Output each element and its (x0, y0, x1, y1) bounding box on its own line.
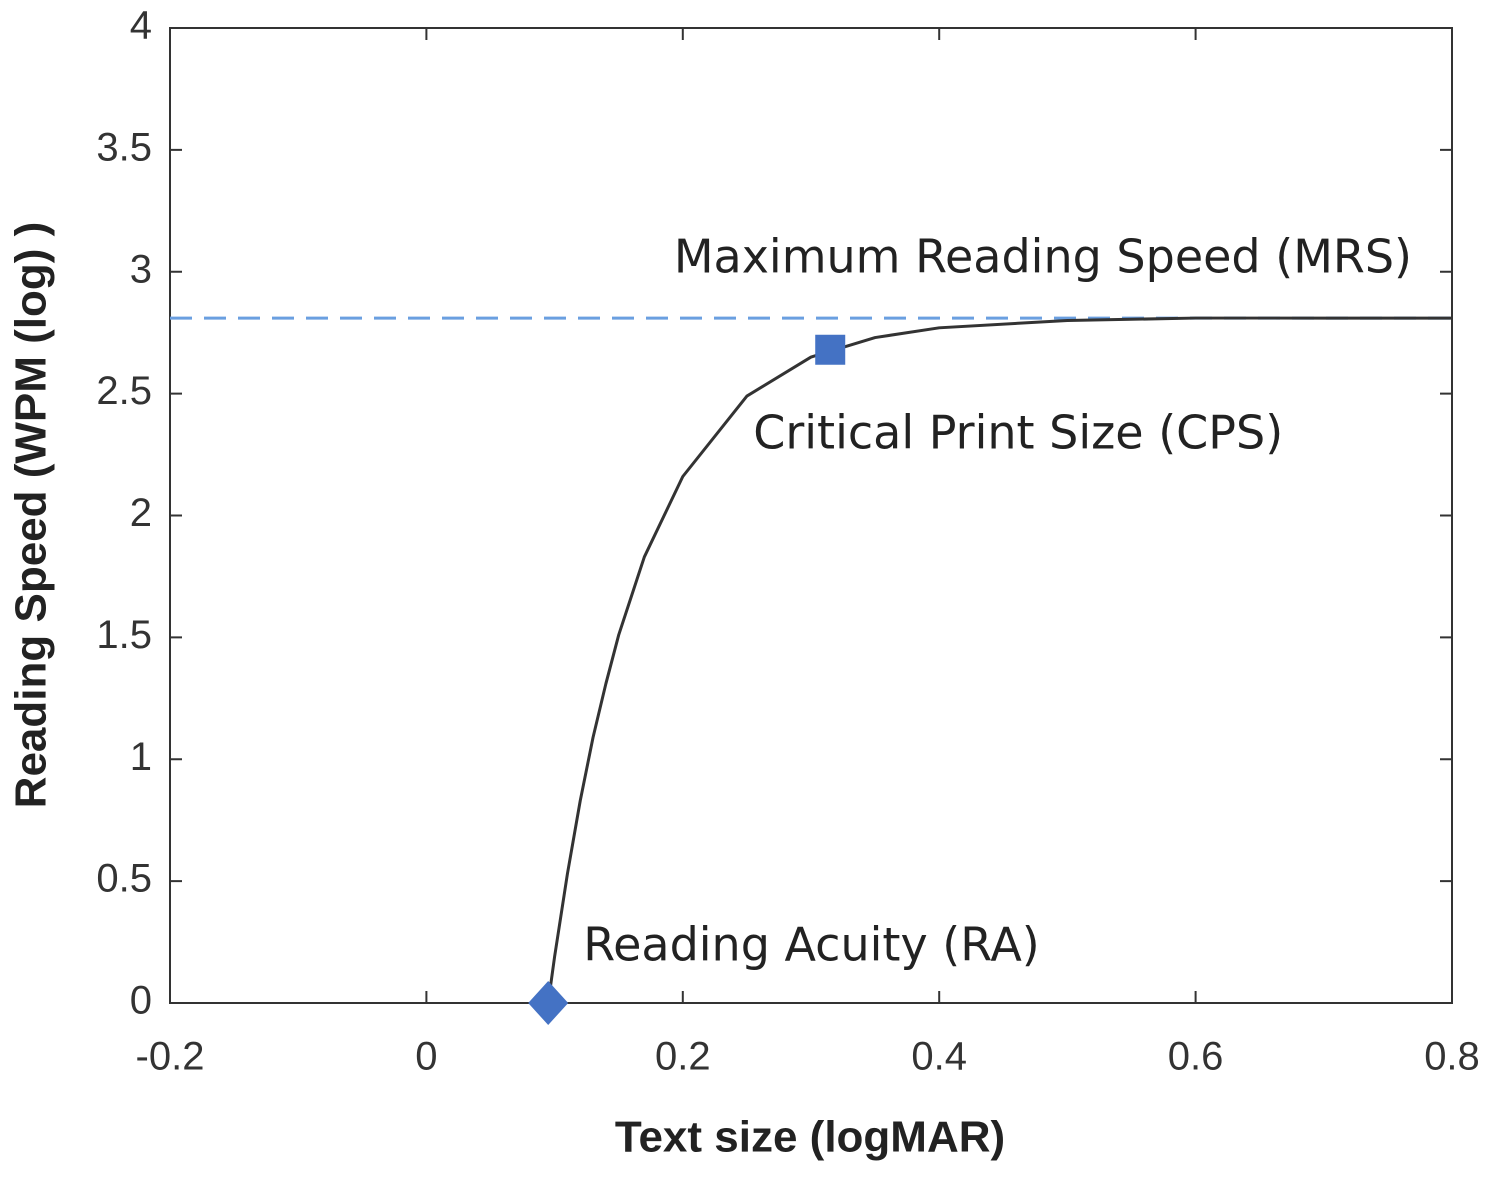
x-axis-label: Text size (logMAR) (615, 1113, 1005, 1162)
y-tick-label: 2 (130, 491, 152, 535)
data-line (546, 316, 1452, 1004)
y-tick-label: 0 (130, 979, 152, 1023)
x-tick-label: 0.8 (1424, 1035, 1480, 1079)
y-tick-label: 4 (130, 4, 152, 48)
x-tick-label: 0.6 (1168, 1035, 1224, 1079)
y-tick-label: 1.5 (96, 613, 152, 657)
y-tick-label: 3 (130, 247, 152, 291)
y-tick-label: 1 (130, 735, 152, 779)
diamond-marker (528, 981, 569, 1025)
y-tick-label: 2.5 (96, 369, 152, 413)
x-tick-label: 0.4 (911, 1035, 967, 1079)
reference-label: Maximum Reading Speed (MRS) (674, 230, 1412, 284)
square-marker (815, 334, 846, 365)
point-label: Critical Print Size (CPS) (753, 405, 1283, 459)
y-axis-label: Reading Speed (WPM (log) ) (7, 222, 56, 809)
y-tick-label: 3.5 (96, 125, 152, 169)
point-label: Reading Acuity (RA) (583, 918, 1040, 972)
plot-frame (169, 27, 1453, 1004)
x-tick-label: 0 (415, 1035, 437, 1079)
y-tick-label: 0.5 (96, 857, 152, 901)
x-tick-label: 0.2 (655, 1035, 711, 1079)
x-tick-label: -0.2 (136, 1035, 205, 1079)
